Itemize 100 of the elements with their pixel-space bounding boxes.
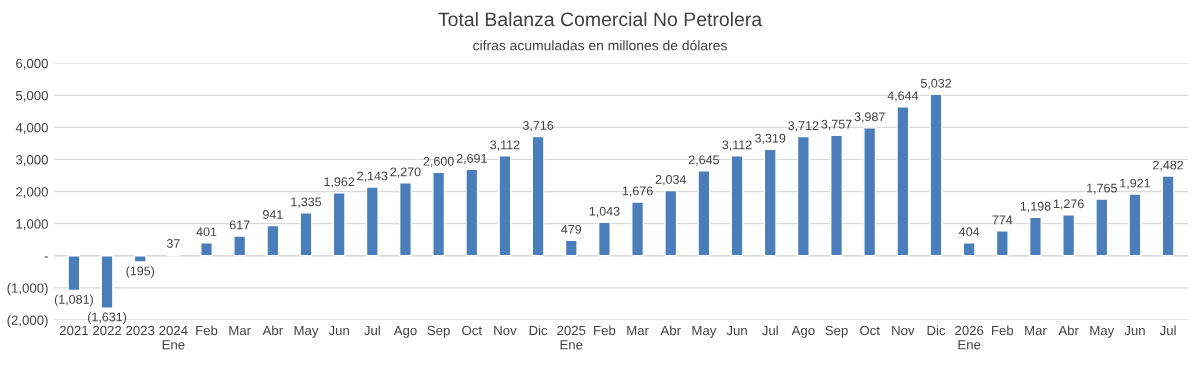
data-label: 2,034	[655, 175, 687, 186]
bar	[365, 186, 379, 257]
data-label: 2,600	[423, 156, 454, 168]
data-label: 1,335	[291, 197, 322, 208]
bar	[1161, 175, 1175, 257]
x-tick-label: Jul	[1159, 325, 1176, 336]
data-label: 2,270	[390, 167, 421, 178]
bar	[266, 224, 280, 257]
bar	[133, 255, 147, 263]
data-label: 941	[263, 210, 283, 219]
data-label: (1,081)	[54, 294, 93, 307]
x-tick-label: May	[692, 325, 717, 338]
data-label: 401	[196, 227, 217, 237]
y-tick-label: -	[44, 256, 48, 258]
y-tick-label: 5,000	[15, 90, 48, 102]
x-tick-label: Jul	[761, 325, 778, 336]
x-tick-label: Mar	[627, 325, 649, 336]
bar	[697, 170, 711, 257]
x-tick-label: Oct	[462, 325, 482, 336]
bar	[730, 155, 744, 257]
data-label: 479	[561, 224, 582, 234]
bar	[233, 235, 247, 257]
x-tick-label: Nov	[494, 325, 517, 336]
bar	[631, 201, 645, 257]
x-tick-label: Sep	[825, 325, 848, 338]
x-tick-label: Mar	[229, 325, 251, 336]
y-tick-label: 3,000	[15, 155, 48, 166]
bar	[432, 171, 446, 257]
data-label: 1,921	[1120, 178, 1150, 189]
x-tick-label: Nov	[892, 325, 915, 336]
bar	[67, 255, 81, 292]
data-label: 2,645	[688, 155, 720, 166]
data-label: 1,962	[324, 177, 355, 188]
x-tick-label: Feb	[992, 325, 1014, 336]
bar	[597, 221, 611, 257]
data-label: 1,043	[589, 206, 620, 218]
bar	[896, 106, 910, 257]
x-tick-label: 2022	[93, 325, 122, 336]
bar	[796, 135, 810, 257]
bar	[465, 168, 479, 257]
bar	[200, 242, 214, 257]
bar	[1095, 198, 1109, 257]
y-tick-label: (2,000)	[7, 315, 48, 328]
bar	[398, 182, 412, 257]
data-label: (1,631)	[88, 312, 127, 324]
data-label: 3,319	[755, 133, 786, 145]
y-tick-label: 2,000	[16, 187, 48, 199]
bar	[664, 189, 678, 257]
bar	[1128, 193, 1142, 257]
x-tick-label: Jun	[328, 325, 349, 336]
data-label: 4,644	[887, 91, 919, 102]
data-label: 3,987	[854, 112, 885, 123]
data-label: 404	[959, 227, 980, 237]
bar	[995, 230, 1009, 257]
data-label: (195)	[126, 266, 155, 278]
data-label: 1,765	[1087, 183, 1117, 194]
data-label: 3,112	[490, 140, 520, 151]
x-tick-label: Abr	[660, 325, 681, 336]
data-label: 2,482	[1153, 160, 1184, 171]
data-label: 2,143	[357, 171, 388, 182]
x-tick-label: Ago	[393, 325, 417, 338]
data-label: 1,198	[1020, 201, 1051, 213]
x-tick-label: Ago	[791, 325, 815, 338]
x-tick-label: Jul	[364, 325, 380, 336]
chart-subtitle: cifras acumuladas en millones de dólares	[473, 39, 727, 51]
y-tick-label: (1,000)	[7, 283, 48, 296]
x-tick-label: 2024 Ene	[159, 325, 188, 350]
bar	[498, 155, 512, 257]
y-tick-label: 6,000	[16, 58, 48, 70]
data-label: 3,757	[821, 119, 852, 131]
x-tick-label: Jun	[1124, 325, 1145, 336]
data-label: 1,276	[1053, 199, 1084, 210]
data-label: 2,691	[456, 153, 487, 165]
x-tick-label: May	[294, 325, 319, 338]
bar	[863, 127, 877, 257]
data-label: 3,712	[788, 121, 819, 132]
data-label: 3,716	[522, 121, 554, 132]
y-tick-label: 1,000	[16, 219, 48, 231]
data-label: 1,676	[622, 186, 653, 197]
data-label: 774	[992, 215, 1013, 225]
x-tick-label: Abr	[1058, 325, 1079, 336]
bar	[332, 192, 346, 257]
x-tick-label: Dic	[927, 325, 946, 336]
data-label: 617	[229, 220, 250, 230]
bar	[299, 212, 313, 257]
x-tick-label: Dic	[529, 325, 548, 336]
bar	[1062, 214, 1076, 257]
bar	[564, 239, 578, 257]
x-tick-label: 2021	[59, 325, 88, 336]
bar	[763, 148, 777, 257]
bar	[962, 242, 976, 257]
x-tick-label: 2025 Ene	[557, 325, 586, 350]
y-tick-label: 4,000	[15, 122, 48, 134]
x-tick-label: Feb	[594, 325, 616, 336]
bar	[929, 93, 943, 257]
data-label: 5,032	[920, 78, 952, 90]
data-label: 3,112	[722, 140, 752, 151]
x-tick-label: 2023	[126, 325, 155, 336]
bar	[531, 135, 545, 257]
x-tick-label: 2026 Ene	[955, 325, 984, 350]
